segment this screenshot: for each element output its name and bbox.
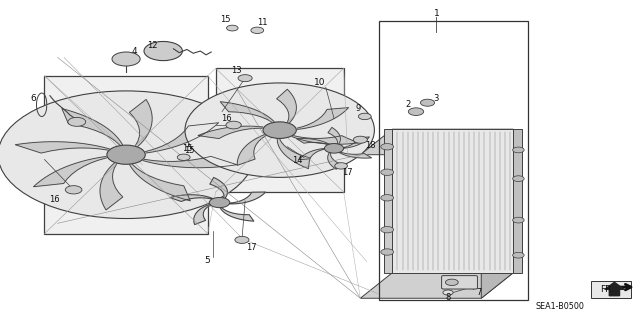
- Circle shape: [177, 154, 190, 160]
- Bar: [591, 281, 631, 298]
- Circle shape: [420, 99, 435, 106]
- Circle shape: [381, 144, 394, 150]
- Polygon shape: [129, 100, 152, 146]
- Text: 10: 10: [314, 78, 326, 87]
- Text: 14: 14: [292, 156, 302, 165]
- Circle shape: [353, 136, 367, 143]
- Polygon shape: [277, 139, 310, 169]
- Circle shape: [408, 108, 424, 115]
- Polygon shape: [100, 163, 123, 210]
- Circle shape: [445, 279, 458, 286]
- Polygon shape: [210, 177, 227, 198]
- Text: 15: 15: [184, 146, 195, 155]
- Polygon shape: [481, 129, 513, 298]
- Bar: [384, 129, 392, 273]
- Polygon shape: [170, 195, 214, 201]
- Polygon shape: [220, 102, 274, 122]
- Polygon shape: [62, 108, 122, 145]
- Polygon shape: [220, 207, 254, 221]
- Circle shape: [443, 290, 453, 295]
- Polygon shape: [130, 164, 190, 201]
- Text: 15: 15: [220, 15, 230, 24]
- Circle shape: [144, 41, 182, 61]
- Circle shape: [185, 83, 374, 177]
- Circle shape: [238, 75, 252, 82]
- Polygon shape: [15, 142, 109, 153]
- Polygon shape: [296, 138, 330, 145]
- Polygon shape: [33, 157, 107, 187]
- Text: 4: 4: [132, 47, 137, 56]
- Polygon shape: [216, 68, 344, 192]
- Circle shape: [112, 52, 140, 66]
- Circle shape: [65, 186, 82, 194]
- Text: 5: 5: [204, 256, 209, 265]
- Polygon shape: [143, 156, 237, 168]
- Text: 17: 17: [342, 168, 353, 177]
- Text: 9: 9: [355, 104, 360, 113]
- Polygon shape: [339, 152, 372, 158]
- Polygon shape: [228, 192, 266, 204]
- Circle shape: [358, 113, 371, 120]
- Polygon shape: [297, 108, 349, 130]
- Circle shape: [227, 25, 238, 31]
- Polygon shape: [194, 204, 211, 225]
- Circle shape: [107, 145, 145, 164]
- Text: 16: 16: [49, 195, 60, 204]
- Bar: [379, 21, 528, 300]
- Text: 17: 17: [246, 243, 257, 252]
- Text: 13: 13: [232, 66, 242, 75]
- Text: 7: 7: [476, 288, 481, 297]
- Polygon shape: [360, 273, 513, 298]
- Text: 8: 8: [445, 293, 451, 302]
- Polygon shape: [392, 129, 513, 273]
- Bar: [513, 129, 522, 273]
- Polygon shape: [45, 76, 207, 234]
- Circle shape: [335, 163, 348, 169]
- Polygon shape: [237, 135, 266, 165]
- Polygon shape: [342, 137, 369, 148]
- Circle shape: [251, 27, 264, 33]
- Circle shape: [209, 197, 230, 208]
- Text: SEA1-B0500: SEA1-B0500: [536, 302, 584, 311]
- Text: 6: 6: [31, 94, 36, 103]
- Circle shape: [324, 144, 344, 153]
- Text: 16: 16: [221, 114, 231, 122]
- Polygon shape: [198, 126, 263, 138]
- Circle shape: [235, 236, 249, 243]
- Text: 12: 12: [147, 41, 157, 50]
- Polygon shape: [360, 129, 513, 155]
- Circle shape: [381, 226, 394, 233]
- Circle shape: [513, 252, 524, 258]
- Circle shape: [381, 195, 394, 201]
- Text: FR.: FR.: [600, 285, 614, 294]
- Circle shape: [513, 147, 524, 153]
- Polygon shape: [605, 282, 624, 296]
- Circle shape: [381, 249, 394, 255]
- FancyBboxPatch shape: [442, 276, 477, 289]
- Text: 2: 2: [405, 100, 410, 109]
- Polygon shape: [328, 152, 340, 169]
- Polygon shape: [328, 127, 340, 145]
- Polygon shape: [292, 136, 358, 144]
- Text: 11: 11: [257, 18, 268, 27]
- Polygon shape: [145, 123, 219, 153]
- Circle shape: [513, 217, 524, 223]
- Polygon shape: [299, 148, 326, 160]
- Circle shape: [513, 176, 524, 182]
- Text: 3: 3: [433, 94, 438, 103]
- Polygon shape: [276, 89, 296, 123]
- Text: 1: 1: [434, 9, 439, 18]
- Text: 15: 15: [182, 144, 193, 153]
- Text: 18: 18: [365, 141, 375, 150]
- Circle shape: [263, 122, 296, 138]
- Circle shape: [381, 169, 394, 175]
- Circle shape: [68, 117, 86, 126]
- Circle shape: [226, 121, 241, 129]
- Circle shape: [0, 91, 254, 219]
